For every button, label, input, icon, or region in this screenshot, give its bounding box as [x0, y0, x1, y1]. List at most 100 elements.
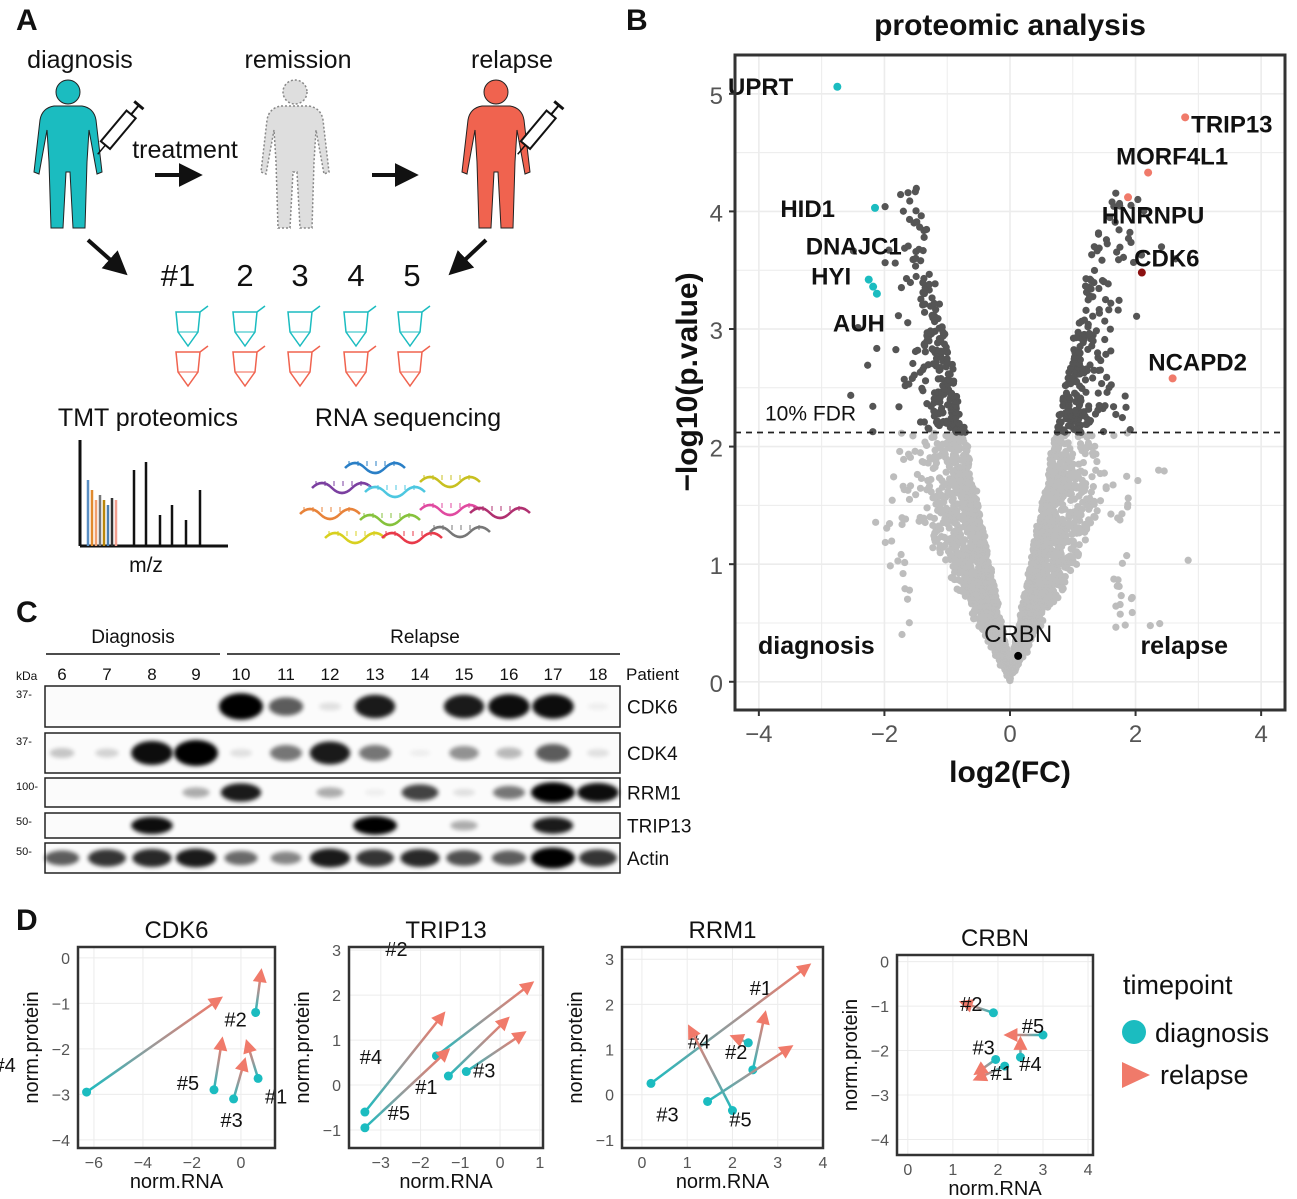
data-point [913, 218, 921, 226]
protein-band [446, 850, 482, 866]
patient-trajectory-line [212, 1044, 223, 1090]
labeled-point-trip13 [1181, 113, 1190, 122]
diagnosis-point [253, 1073, 263, 1083]
gene-label-hnrnpu: HNRNPU [1102, 202, 1205, 229]
patient-number: 17 [544, 665, 563, 684]
data-point [885, 246, 893, 254]
data-point [925, 270, 933, 278]
data-point [917, 295, 925, 303]
protein-band [359, 745, 391, 761]
data-point [1114, 306, 1122, 314]
patient-number: 11 [277, 665, 295, 684]
legend-relapse-label: relapse [1160, 1060, 1249, 1090]
x-tick-label: 1 [683, 1155, 692, 1172]
data-point [1184, 556, 1192, 564]
rna-strand-icon [311, 481, 373, 495]
data-point [1146, 622, 1154, 630]
patient-trajectory-line [706, 1048, 788, 1103]
timepoint-diagnosis-label: diagnosis [27, 46, 133, 74]
x-tick-label: 2 [728, 1155, 737, 1172]
data-point [1129, 258, 1138, 267]
patient-label: #5 [388, 1103, 410, 1125]
patient-number: 12 [321, 665, 340, 684]
data-point [935, 474, 944, 482]
data-point [1090, 243, 1098, 251]
diagnosis-point [209, 1085, 219, 1095]
plot-title: TRIP13 [405, 917, 486, 944]
data-point [1108, 198, 1116, 206]
data-point [1094, 229, 1103, 237]
data-point [914, 346, 922, 354]
y-tick-label: 0 [332, 1078, 341, 1095]
data-point [1092, 327, 1100, 335]
y-tick-label: 0 [710, 671, 723, 698]
patient-number: 10 [232, 665, 251, 684]
data-point [1093, 349, 1102, 357]
kda-marker: 100- [16, 781, 38, 793]
data-point [1109, 403, 1118, 411]
protein-band [309, 848, 351, 868]
y-axis-label: −log10(p.value) [671, 272, 704, 491]
protein-band [535, 744, 571, 762]
patient-number: 13 [366, 665, 385, 684]
data-point [1133, 312, 1141, 320]
data-point [849, 247, 857, 255]
protein-band [354, 694, 396, 719]
data-point [1118, 559, 1126, 567]
data-point [920, 233, 928, 241]
diagnosis-point [229, 1094, 239, 1104]
protein-label: TRIP13 [627, 817, 691, 838]
data-point [1085, 329, 1093, 338]
protein-band [44, 850, 80, 866]
data-point [1077, 467, 1085, 475]
data-point [881, 203, 889, 211]
protein-band [364, 789, 386, 796]
patient-number: 16 [500, 665, 519, 684]
data-point [934, 498, 942, 506]
x-tick-label: −2 [871, 721, 898, 748]
panel-a-schematic: diagnosis remission relapse treatment #1… [27, 46, 565, 577]
patient-number: 9 [191, 665, 200, 684]
patient-label: #4 [0, 1055, 16, 1077]
protein-band [309, 741, 351, 765]
protein-band [586, 749, 610, 757]
data-point [1123, 472, 1131, 480]
y-tick-label: 3 [605, 952, 614, 969]
relapse-arrowhead [777, 1045, 794, 1059]
data-point [1076, 440, 1085, 448]
protein-band [182, 787, 210, 798]
protein-band [491, 850, 527, 866]
patient-label: #5 [1022, 1016, 1044, 1038]
data-point [1094, 389, 1102, 397]
data-point [1090, 512, 1098, 521]
rna-sequencing-label: RNA sequencing [315, 404, 501, 432]
protein-band [532, 694, 574, 719]
relapse-arrowhead [213, 1036, 228, 1052]
data-point [925, 280, 933, 289]
data-point [1128, 593, 1136, 602]
relapse-arrowhead [252, 968, 267, 983]
gene-label-cdk6: CDK6 [1134, 246, 1199, 273]
data-point [1064, 439, 1072, 447]
data-point [1100, 469, 1108, 477]
labeled-point-hyi [869, 282, 878, 291]
data-point [1101, 295, 1110, 304]
data-point [1095, 306, 1103, 314]
data-point [1082, 306, 1090, 314]
data-point [961, 536, 969, 544]
protein-band [496, 747, 522, 759]
x-tick-label: −2 [411, 1155, 429, 1172]
legend-relapse-icon [1122, 1062, 1150, 1088]
data-point [937, 532, 946, 541]
data-point [1079, 458, 1087, 467]
diagnosis-point [703, 1096, 713, 1106]
plot-rrm1: RRM1#1#2#3#4#50 1 2 3 43210−1norm.RNAnorm.pr… [565, 917, 828, 1193]
y-tick-label: 5 [710, 83, 723, 110]
relapse-arrowhead [435, 1048, 451, 1063]
data-point [1123, 552, 1131, 560]
data-point [1122, 403, 1130, 411]
protein-band [316, 787, 344, 798]
data-point [1127, 201, 1135, 209]
y-axis-label: norm.protein [292, 991, 314, 1103]
legend-diagnosis-label: diagnosis [1155, 1018, 1269, 1048]
